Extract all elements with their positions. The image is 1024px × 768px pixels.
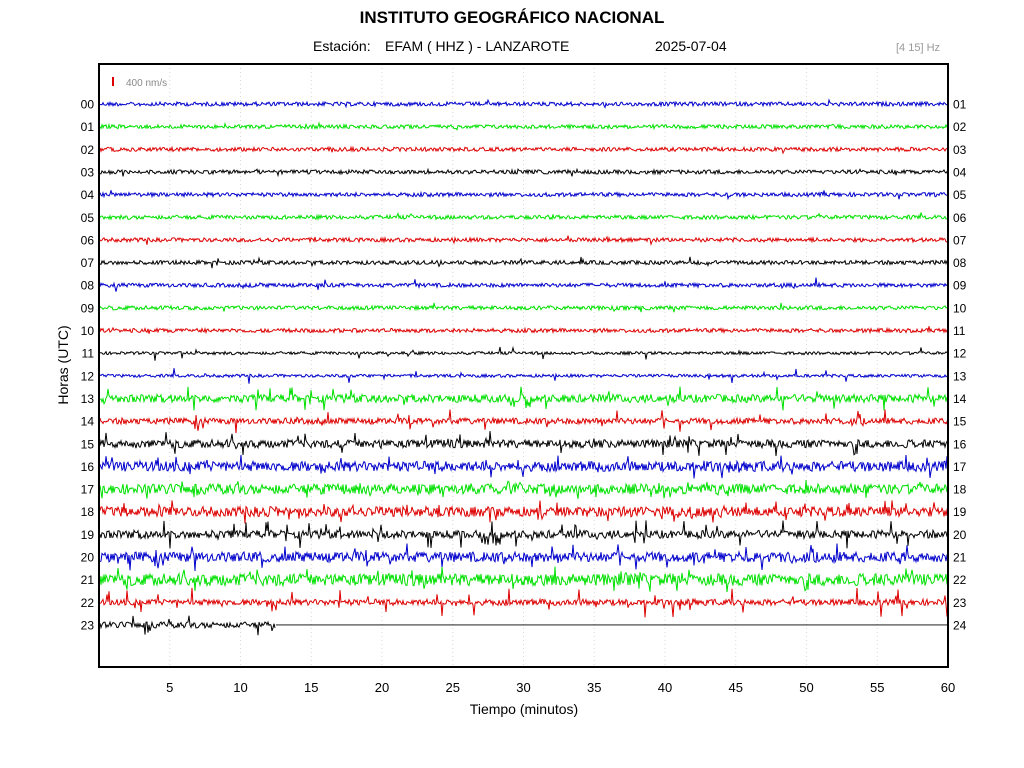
y-axis-label: Horas (UTC)	[55, 325, 71, 404]
hour-label-right: 12	[953, 347, 967, 361]
hour-label-left: 08	[81, 279, 95, 293]
hour-label-right: 03	[953, 143, 967, 157]
x-tick-label: 60	[941, 680, 955, 695]
trace-hour-06	[99, 235, 949, 247]
x-tick-label: 10	[233, 680, 247, 695]
labels: 5 10 15 20 25 30 35 40 45 50 55 60 00 01 01 02 02 03 03 04 0…	[81, 98, 967, 696]
x-tick-label: 30	[516, 680, 530, 695]
trace-hour-10	[99, 326, 949, 335]
hour-label-right: 14	[953, 392, 967, 406]
hour-label-right: 22	[953, 573, 967, 587]
trace-hour-22	[99, 587, 949, 618]
x-tick-label: 5	[166, 680, 173, 695]
hour-label-right: 04	[953, 165, 967, 179]
station-name: EFAM ( HHZ ) - LANZAROTE	[385, 38, 570, 54]
hour-label-right: 02	[953, 120, 967, 134]
trace-hour-23	[99, 615, 276, 636]
trace-hour-19	[99, 520, 949, 549]
hour-label-left: 09	[81, 301, 95, 315]
x-tick-label: 40	[658, 680, 672, 695]
hour-label-left: 01	[81, 120, 95, 134]
trace-hour-14	[99, 409, 949, 434]
trace-hour-03	[100, 167, 949, 178]
hour-label-left: 04	[81, 188, 95, 202]
hour-label-left: 17	[81, 483, 95, 497]
trace-hour-08	[99, 277, 948, 292]
x-tick-label: 25	[446, 680, 460, 695]
hour-label-right: 17	[953, 460, 967, 474]
trace-hour-16	[99, 454, 949, 479]
hour-label-right: 09	[953, 279, 967, 293]
hour-label-left: 03	[81, 165, 95, 179]
trace-hour-04	[99, 190, 949, 201]
trace-hour-00	[99, 98, 949, 109]
hour-label-left: 14	[81, 415, 95, 429]
hour-label-right: 15	[953, 415, 967, 429]
trace-hour-15	[99, 431, 949, 457]
hour-label-left: 10	[81, 324, 95, 338]
trace-hour-18	[99, 500, 949, 524]
hour-label-left: 21	[81, 573, 95, 587]
hour-label-left: 22	[81, 596, 95, 610]
trace-hour-21	[99, 566, 949, 592]
hour-label-right: 01	[953, 98, 967, 112]
plot-frame	[98, 63, 949, 668]
x-axis-label: Tiempo (minutos)	[470, 701, 578, 717]
hour-label-left: 20	[81, 551, 95, 565]
hour-label-right: 21	[953, 551, 967, 565]
trace-hour-13	[99, 386, 949, 411]
trace-hour-05	[99, 211, 949, 221]
hour-label-right: 23	[953, 596, 967, 610]
hour-label-left: 13	[81, 392, 95, 406]
station-label: Estación:	[313, 38, 371, 54]
hour-label-left: 16	[81, 460, 95, 474]
trace-hour-12	[99, 368, 949, 384]
filter-label: [4 15] Hz	[896, 42, 941, 54]
scale-bar-label: 400 nm/s	[126, 78, 167, 89]
hour-label-right: 06	[953, 211, 967, 225]
trace-hour-01	[99, 121, 949, 131]
hour-label-right: 24	[953, 618, 967, 632]
hour-label-left: 11	[82, 347, 95, 361]
hour-label-left: 02	[81, 143, 95, 157]
hour-label-left: 06	[81, 233, 95, 247]
trace-hour-11	[99, 345, 949, 361]
trace-hour-07	[99, 256, 949, 269]
trace-hour-02	[99, 145, 949, 155]
x-tick-label: 35	[587, 680, 601, 695]
hour-label-right: 19	[953, 505, 967, 519]
page-title: INSTITUTO GEOGRÁFICO NACIONAL	[359, 8, 665, 27]
x-tick-label: 15	[304, 680, 318, 695]
hour-label-left: 05	[81, 211, 95, 225]
hour-label-right: 10	[953, 301, 967, 315]
grid-lines	[169, 64, 878, 667]
hour-label-left: 23	[81, 618, 95, 632]
x-tick-label: 45	[729, 680, 743, 695]
hour-label-right: 18	[953, 483, 967, 497]
date-label: 2025-07-04	[655, 38, 727, 54]
traces	[99, 98, 949, 636]
x-tick-label: 55	[870, 680, 884, 695]
hour-label-left: 18	[81, 505, 95, 519]
x-tick-label: 20	[375, 680, 389, 695]
hour-label-left: 19	[81, 528, 95, 542]
hour-label-right: 20	[953, 528, 967, 542]
hour-label-left: 07	[81, 256, 95, 270]
hour-label-right: 08	[953, 256, 967, 270]
trace-hour-20	[99, 543, 949, 572]
hour-label-right: 16	[953, 437, 967, 451]
hour-label-right: 11	[953, 324, 966, 338]
hour-label-left: 00	[81, 98, 95, 112]
hour-label-left: 15	[81, 437, 95, 451]
trace-hour-17	[99, 480, 949, 499]
hour-label-left: 12	[81, 369, 95, 383]
hour-label-right: 05	[953, 188, 967, 202]
hour-label-right: 13	[953, 369, 967, 383]
trace-hour-09	[99, 302, 949, 313]
hour-label-right: 07	[953, 233, 967, 247]
x-tick-label: 50	[799, 680, 813, 695]
